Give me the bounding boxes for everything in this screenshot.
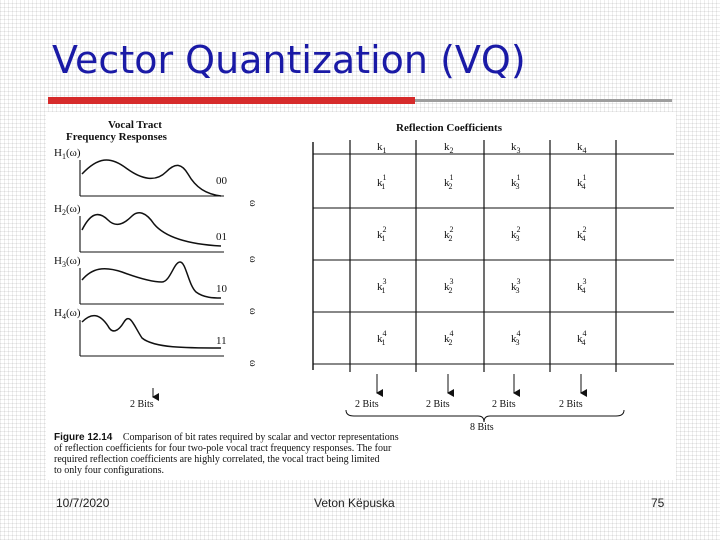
response-label-1: H1(ω) (54, 147, 81, 161)
response-curve-3 (81, 261, 222, 299)
caption-line3: required reflection coefficients are hig… (54, 454, 380, 465)
column-bits-label-3: 2 Bits (492, 399, 516, 410)
coefficient-cell: k2 2 (444, 225, 454, 243)
coefficient-cell: k4 4 (577, 329, 587, 347)
coefficient-cell: k3 1 (377, 277, 387, 295)
response-curve-2 (81, 211, 222, 247)
right-heading: Reflection Coefficients (396, 122, 503, 134)
coefficient-cell: k4 1 (377, 329, 387, 347)
title-underline-gray (415, 99, 672, 102)
response-code-2: 01 (216, 231, 227, 243)
column-bits-label-1: 2 Bits (355, 399, 379, 410)
response-list: H1(ω) 00 ω H2(ω) 01 ω H3(ω) 10 ω H4(ω) 11 ω (54, 147, 258, 367)
response-label-2: H2(ω) (54, 203, 81, 217)
coefficient-cell: k2 4 (577, 225, 587, 243)
coefficient-cell: k1 3 (511, 173, 521, 191)
response-curve-1 (81, 159, 222, 197)
response-curve-4 (81, 314, 222, 349)
coefficient-cell: k3 4 (577, 277, 587, 295)
caption-line1: Figure 12.14 Comparison of bit rates req… (54, 432, 399, 443)
response-code-3: 10 (216, 283, 228, 295)
column-header-2: k2 (444, 141, 454, 155)
coefficient-cell: k1 4 (577, 173, 587, 191)
caption-line4: to only four configurations. (54, 465, 164, 476)
coefficient-cell: k1 1 (377, 173, 387, 191)
caption-line2: of reflection coefficients for four two-… (54, 443, 392, 454)
column-header-1: k1 (377, 141, 387, 155)
coefficient-cell: k3 3 (511, 277, 521, 295)
figure-12-14: Vocal Tract Frequency Responses Reflecti… (54, 119, 674, 476)
coefficient-cell: k2 3 (511, 225, 521, 243)
omega-label-2: ω (247, 256, 258, 263)
response-label-4: H4(ω) (54, 307, 81, 321)
footer-author: Veton Këpuska (314, 496, 395, 510)
frequency-response-2: H2(ω) 01 ω (54, 203, 258, 263)
frequency-response-4: H4(ω) 11 ω (54, 307, 258, 367)
left-bits-label: 2 Bits (130, 399, 154, 410)
caption-text-1: Comparison of bit rates required by scal… (123, 432, 399, 443)
response-code-1: 00 (216, 175, 228, 187)
left-heading-line1: Vocal Tract (108, 119, 162, 131)
caption-label: Figure 12.14 (54, 432, 113, 443)
total-bits-brace (345, 409, 625, 423)
column-bits-label-2: 2 Bits (426, 399, 450, 410)
column-header-4: k4 (577, 141, 587, 155)
omega-label-1: ω (247, 200, 258, 207)
coefficient-cell: k3 2 (444, 277, 454, 295)
left-heading-line2: Frequency Responses (66, 131, 168, 143)
coefficient-table: k1 k2 k3 k4 k1 1 k1 2 k1 3 k1 4 k2 1 k2 2 k2 3 k2 4 k3 1 k3 2 k3… (313, 140, 674, 372)
column-bits-label-4: 2 Bits (559, 399, 583, 410)
footer-date: 10/7/2020 (56, 496, 110, 510)
response-label-3: H3(ω) (54, 255, 81, 269)
frequency-response-1: H1(ω) 00 ω (54, 147, 258, 207)
column-header-3: k3 (511, 141, 521, 155)
coefficient-cell: k1 2 (444, 173, 454, 191)
title-underline-red (48, 97, 415, 104)
coefficient-cell: k2 1 (377, 225, 387, 243)
coefficient-cell: k4 2 (444, 329, 454, 347)
column-bits: 2 Bits 2 Bits 2 Bits 2 Bits (355, 374, 587, 410)
omega-label-3: ω (247, 308, 258, 315)
total-bits-label: 8 Bits (470, 422, 494, 433)
omega-label-4: ω (247, 360, 258, 367)
frequency-response-3: H3(ω) 10 ω (54, 255, 258, 315)
figure-panel: Vocal Tract Frequency Responses Reflecti… (46, 112, 676, 480)
footer-page-number: 75 (651, 496, 665, 510)
response-code-4: 11 (216, 335, 227, 347)
slide-title: Vector Quantization (VQ) (52, 38, 526, 82)
coefficient-cell: k4 3 (511, 329, 521, 347)
